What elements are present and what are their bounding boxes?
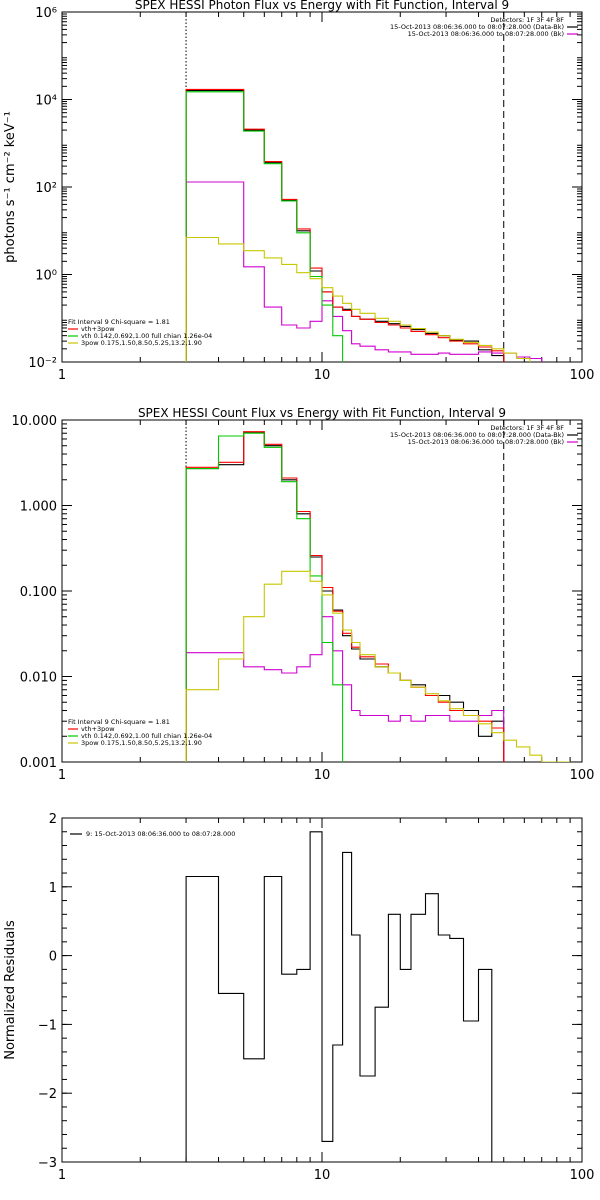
series-group bbox=[185, 88, 543, 362]
chart-panel-1: SPEX HESSI Photon Flux vs Energy with Fi… bbox=[3, 0, 594, 383]
legend-entry: 9: 15-Oct-2013 08:06:36.000 to 08:07:28.… bbox=[86, 830, 235, 838]
chart-title: SPEX HESSI Count Flux vs Energy with Fit… bbox=[138, 406, 506, 420]
legend-bottom-entry: 3pow 0.175,1.50,8.50,5.25,13.2,1.90 bbox=[81, 339, 202, 347]
x-tick-label: 100 bbox=[570, 768, 595, 783]
y-tick-label: 10⁻² bbox=[28, 356, 57, 371]
legend-top-entry: Detectors: 1F 3F 4F 8F bbox=[490, 424, 564, 432]
series-group bbox=[185, 431, 571, 762]
series-line-vth bbox=[185, 432, 344, 762]
legend-bottom-entry: vth+3pow bbox=[81, 725, 115, 733]
series-line-vth bbox=[185, 91, 344, 362]
y-tick-label: 0.010 bbox=[20, 671, 57, 686]
series-group bbox=[185, 831, 493, 1162]
legend-top-entry: 15-Oct-2013 08:06:36.000 to 08:07:28.000… bbox=[408, 30, 564, 38]
y-tick-label: 10⁰ bbox=[35, 269, 57, 284]
y-tick-label: 0.001 bbox=[20, 756, 57, 771]
x-tick-label: 1 bbox=[58, 368, 66, 383]
chart-title: SPEX HESSI Photon Flux vs Energy with Fi… bbox=[135, 0, 509, 12]
series-line-data-bk bbox=[185, 431, 505, 762]
x-tick-label: 100 bbox=[570, 1168, 595, 1183]
y-axis-label: photons s⁻¹ cm⁻² keV⁻¹ bbox=[3, 111, 18, 263]
chart-panel-2: SPEX HESSI Count Flux vs Energy with Fit… bbox=[12, 406, 595, 783]
series-line-3pow bbox=[185, 236, 531, 362]
y-tick-label: −1 bbox=[38, 1018, 57, 1033]
legend-bottom-entry: vth 0.142,0.692,1.00 full chian 1.26e-04 bbox=[81, 332, 212, 340]
y-tick-label: −3 bbox=[38, 1156, 57, 1171]
y-tick-label: 10⁴ bbox=[35, 94, 57, 109]
x-tick-label: 1 bbox=[58, 768, 66, 783]
x-tick-label: 1 bbox=[58, 1168, 66, 1183]
y-tick-label: 0 bbox=[49, 950, 57, 965]
legend-top-entry: Detectors: 1F 3F 4F 8F bbox=[490, 16, 564, 24]
legend-bottom-entry: 3pow 0.175,1.50,8.50,5.25,13.2,1.90 bbox=[81, 739, 202, 747]
y-axis-label: Normalized Residuals bbox=[3, 920, 18, 1060]
y-tick-label: 1.000 bbox=[20, 500, 57, 515]
series-line-vth-3pow bbox=[185, 88, 505, 362]
x-tick-label: 10 bbox=[314, 1168, 331, 1183]
x-tick-label: 10 bbox=[314, 768, 331, 783]
legend-top-entry: 15-Oct-2013 08:06:36.000 to 08:07:28.000… bbox=[390, 23, 564, 31]
legend-bottom-entry: Fit Interval 9 Chi-square = 1.81 bbox=[68, 318, 170, 326]
y-tick-label: 2 bbox=[49, 812, 57, 827]
y-tick-label: 10⁶ bbox=[35, 6, 57, 21]
y-tick-label: 10² bbox=[35, 181, 57, 196]
series-line-bk bbox=[185, 616, 505, 762]
y-tick-label: 10.000 bbox=[12, 414, 58, 429]
series-line-9-15-oct-2013-08-06-36-000-to-08-07-28-000 bbox=[185, 831, 493, 1162]
legend-bottom-entry: vth+3pow bbox=[81, 325, 115, 333]
chart-panel-3: 1 10 100 −3 −2 −1 0 1 2 Normalized Residuals 9: 15… bbox=[3, 812, 594, 1183]
series-line-3pow bbox=[185, 570, 571, 762]
legend-top-entry: 15-Oct-2013 08:06:36.000 to 08:07:28.000… bbox=[390, 431, 564, 439]
y-tick-label: 0.100 bbox=[20, 585, 57, 600]
y-tick-label: 1 bbox=[49, 881, 57, 896]
x-tick-label: 10 bbox=[314, 368, 331, 383]
x-tick-label: 100 bbox=[570, 368, 595, 383]
legend-bottom-entry: vth 0.142,0.692,1.00 full chian 1.26e-04 bbox=[81, 732, 212, 740]
series-line-vth-3pow bbox=[185, 431, 505, 762]
legend-bottom-entry: Fit Interval 9 Chi-square = 1.81 bbox=[68, 718, 170, 726]
legend-top-entry: 15-Oct-2013 08:06:36.000 to 08:07:28.000… bbox=[408, 438, 564, 446]
y-tick-label: −2 bbox=[38, 1087, 57, 1102]
series-line-bk bbox=[185, 181, 543, 362]
series-line-data-bk bbox=[185, 90, 505, 362]
